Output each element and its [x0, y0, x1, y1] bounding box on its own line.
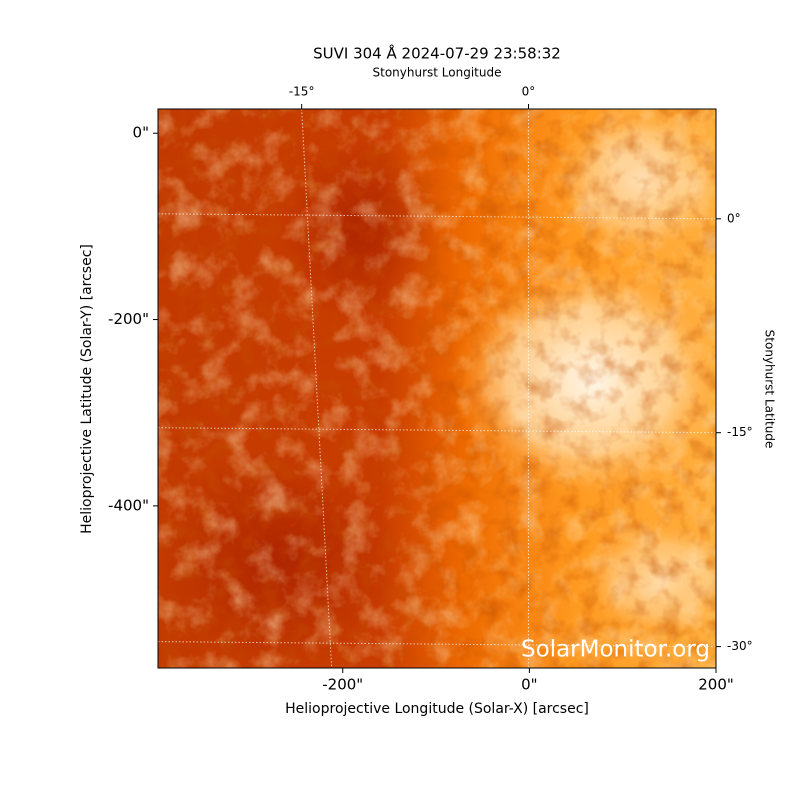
x2-tick-label: -15° — [289, 85, 315, 99]
chart-title: SUVI 304 Å 2024-07-29 23:58:32 — [313, 44, 561, 63]
y-tick-label: -400" — [108, 496, 149, 514]
x2-tick-label: 0° — [522, 85, 536, 99]
plot-frame — [157, 108, 717, 669]
grid — [157, 108, 717, 669]
y2-tick-label: 0° — [727, 211, 741, 225]
y-axis-label: Helioprojective Latitude (Solar-Y) [arcs… — [79, 244, 95, 534]
grid-line — [301, 108, 333, 669]
y2-tick-label: -15° — [727, 425, 753, 439]
solar-image — [158, 109, 716, 668]
y2-axis-label: Stonyhurst Latitude — [763, 330, 777, 449]
x-axis-label: Helioprojective Longitude (Solar-X) [arc… — [285, 701, 589, 717]
watermark: SolarMonitor.org — [521, 637, 710, 663]
y-tick-label: -200" — [108, 310, 149, 328]
x-tick-label: 0" — [521, 676, 537, 694]
y2-tick-label: -30° — [727, 639, 753, 653]
x-tick-label: 200" — [698, 676, 734, 694]
x-tick-label: -200" — [322, 676, 363, 694]
x2-axis-label: Stonyhurst Longitude — [373, 66, 502, 80]
y-tick-label: 0" — [133, 124, 149, 142]
